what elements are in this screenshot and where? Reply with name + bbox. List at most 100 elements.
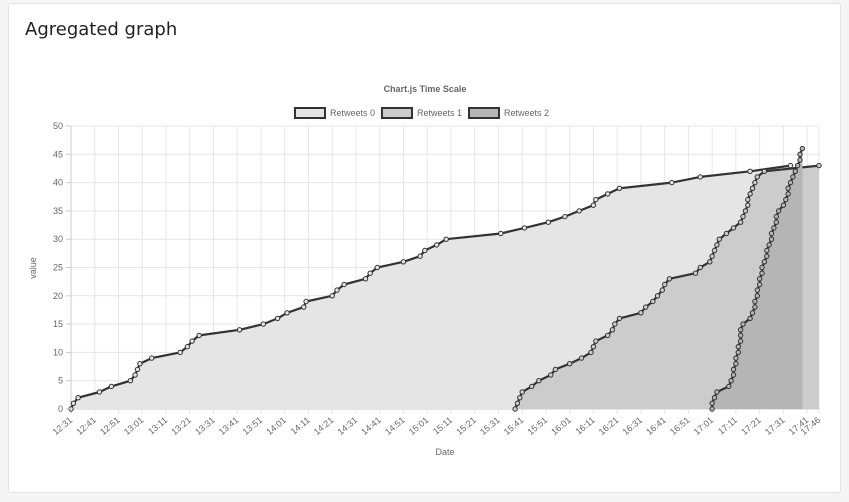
x-tick-label: 14:41 <box>359 415 383 437</box>
data-point <box>711 395 718 401</box>
x-tick-label: 13:01 <box>122 415 146 437</box>
data-point <box>284 310 290 316</box>
legend-label[interactable]: Retweets 0 <box>330 108 375 118</box>
data-point <box>785 191 791 197</box>
data-point <box>400 259 407 265</box>
data-point <box>362 276 369 282</box>
data-point <box>341 281 347 288</box>
data-point <box>797 157 803 163</box>
data-point <box>189 338 195 344</box>
data-point <box>593 338 599 344</box>
x-tick-label: 16:31 <box>621 415 645 437</box>
data-point <box>723 230 730 237</box>
x-tick-label: 16:21 <box>597 415 621 437</box>
data-point <box>735 349 741 356</box>
data-point <box>787 179 794 186</box>
data-point <box>536 378 542 384</box>
series-areas <box>69 148 820 410</box>
data-point <box>754 293 760 299</box>
data-point <box>588 349 594 356</box>
y-axis-title: value <box>28 257 38 279</box>
y-tick-label: 45 <box>53 149 63 159</box>
data-point <box>766 242 772 248</box>
data-point <box>749 310 756 316</box>
data-point <box>799 145 806 152</box>
data-point <box>498 230 504 237</box>
data-point <box>737 332 744 339</box>
data-point <box>754 174 760 180</box>
data-point <box>578 355 585 361</box>
x-tick-label: 14:51 <box>383 415 407 437</box>
y-tick-label: 20 <box>53 291 63 301</box>
x-tick-label: 16:51 <box>668 415 692 437</box>
y-tick-label: 15 <box>53 319 63 329</box>
data-point <box>714 389 720 395</box>
data-point <box>70 400 77 406</box>
x-tick-label: 17:21 <box>739 415 763 437</box>
data-point <box>730 225 737 231</box>
y-tick-label: 30 <box>53 234 63 244</box>
data-point <box>96 389 103 395</box>
legend-swatch[interactable] <box>468 107 500 119</box>
y-tick-label: 35 <box>53 206 63 216</box>
x-tick-label: 15:01 <box>407 415 431 437</box>
x-tick-label: 17:31 <box>763 415 787 437</box>
data-point <box>783 196 789 203</box>
data-point <box>605 191 611 197</box>
data-point <box>177 349 183 356</box>
x-tick-label: 13:31 <box>193 415 217 437</box>
data-point <box>529 383 535 390</box>
legend: Retweets 0 Retweets 1 Retweets 2 <box>294 107 549 119</box>
series-points <box>68 145 822 412</box>
data-point <box>768 230 775 237</box>
data-point <box>567 361 573 367</box>
x-tick-label: 15:11 <box>431 415 454 437</box>
data-point <box>576 208 582 214</box>
y-tick-label: 0 <box>58 404 63 414</box>
data-point <box>709 253 715 259</box>
data-point <box>329 293 335 299</box>
data-point <box>756 281 763 288</box>
data-point <box>659 287 665 293</box>
legend-label[interactable]: Retweets 2 <box>504 108 549 118</box>
data-point <box>514 400 521 406</box>
data-point <box>616 185 623 192</box>
data-point <box>236 327 243 333</box>
data-point <box>740 213 746 220</box>
legend-swatch[interactable] <box>294 107 326 119</box>
data-point <box>726 383 732 390</box>
data-point <box>773 219 779 225</box>
data-point <box>742 208 749 214</box>
data-point <box>707 259 713 265</box>
y-tick-label: 40 <box>53 178 63 188</box>
x-tick-label: 12:41 <box>74 415 98 437</box>
data-point <box>752 304 758 310</box>
data-point <box>697 264 703 271</box>
x-tick-label: 14:21 <box>312 415 336 437</box>
data-point <box>737 219 744 225</box>
data-point <box>780 202 787 208</box>
data-point <box>443 236 449 242</box>
data-point <box>745 202 751 208</box>
data-point <box>761 259 768 265</box>
data-point <box>137 361 143 367</box>
legend-label[interactable]: Retweets 1 <box>417 108 462 118</box>
x-tick-label: 16:41 <box>644 415 668 437</box>
data-point <box>666 276 673 282</box>
legend-swatch[interactable] <box>381 107 413 119</box>
data-point <box>654 293 661 299</box>
data-point <box>709 406 715 412</box>
data-point <box>759 264 765 271</box>
x-axis-title: Date <box>435 447 454 457</box>
data-point <box>662 281 668 288</box>
data-point <box>747 168 753 175</box>
data-point <box>692 270 699 276</box>
x-tick-label: 17:01 <box>692 415 716 437</box>
data-point <box>785 185 791 192</box>
data-point <box>590 202 597 208</box>
data-point <box>752 179 758 186</box>
x-tick-label: 13:51 <box>241 415 265 437</box>
data-point <box>521 225 528 231</box>
x-tick-label: 15:31 <box>478 415 502 437</box>
data-point <box>733 355 739 361</box>
